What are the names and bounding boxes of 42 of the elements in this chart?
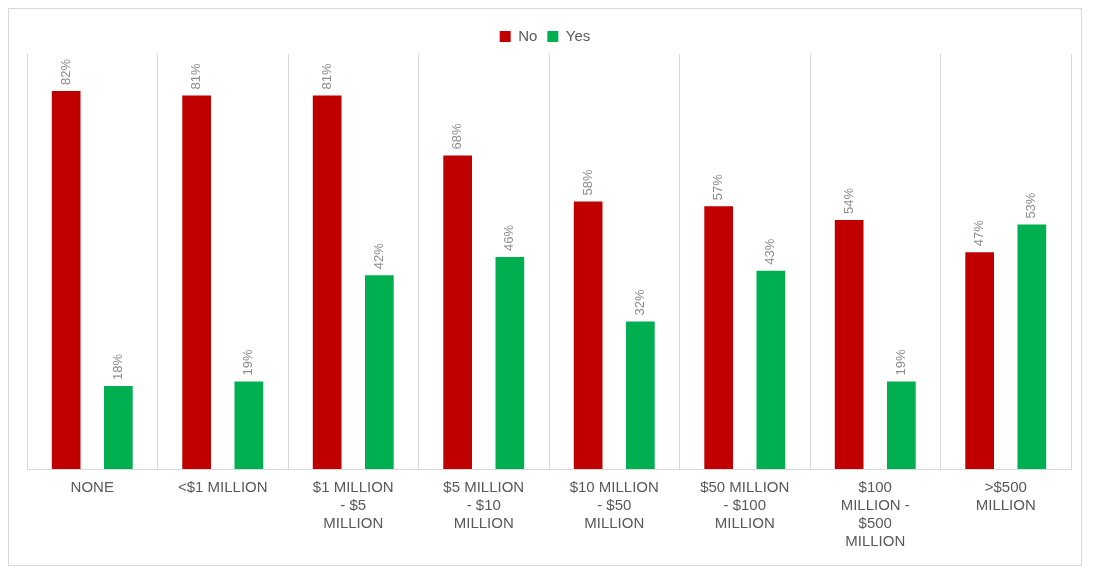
bar bbox=[704, 206, 734, 469]
data-label: 46% bbox=[501, 224, 517, 251]
bar bbox=[182, 95, 212, 469]
data-label: 43% bbox=[762, 238, 778, 265]
x-tick-label: $50 MILLION - $100 MILLION bbox=[700, 478, 790, 532]
x-tick-label: $5 MILLION - $10 MILLION bbox=[443, 478, 525, 532]
data-label: 58% bbox=[579, 169, 595, 196]
bar bbox=[1017, 224, 1047, 469]
data-label: 32% bbox=[631, 288, 647, 316]
bar bbox=[626, 321, 655, 469]
legend-label: Yes bbox=[565, 26, 591, 44]
data-label: 57% bbox=[710, 173, 726, 201]
data-label: 42% bbox=[370, 242, 386, 270]
bar bbox=[573, 201, 603, 469]
x-tick-label: $1 MILLION - $5 MILLION bbox=[312, 478, 394, 532]
data-label: 53% bbox=[1023, 192, 1039, 219]
data-label: 18% bbox=[109, 353, 125, 380]
data-label: 19% bbox=[892, 348, 908, 376]
x-tick-label: <$1 MILLION bbox=[177, 478, 268, 496]
bar bbox=[443, 155, 473, 469]
legend-label: No bbox=[518, 26, 538, 44]
bar bbox=[312, 95, 342, 469]
bar bbox=[495, 256, 525, 469]
x-tick-label: $100 MILLION - $500 MILLION bbox=[840, 478, 910, 550]
bar bbox=[365, 275, 394, 469]
bar bbox=[104, 386, 133, 469]
data-label: 68% bbox=[449, 122, 465, 150]
x-tick-label: NONE bbox=[70, 478, 114, 496]
data-label: 81% bbox=[318, 63, 334, 90]
data-label: 47% bbox=[971, 219, 987, 247]
bar bbox=[756, 270, 786, 469]
bar bbox=[887, 381, 916, 469]
data-label: 82% bbox=[57, 58, 73, 85]
bar bbox=[51, 90, 81, 469]
bar bbox=[234, 381, 264, 469]
data-label: 81% bbox=[188, 63, 204, 90]
data-label: 19% bbox=[240, 348, 256, 376]
x-tick-label: $10 MILLION - $50 MILLION bbox=[569, 478, 659, 532]
x-tick-label: >$500 MILLION bbox=[975, 478, 1036, 514]
bar bbox=[965, 252, 995, 469]
bar bbox=[834, 220, 864, 469]
data-label: 54% bbox=[840, 187, 856, 214]
